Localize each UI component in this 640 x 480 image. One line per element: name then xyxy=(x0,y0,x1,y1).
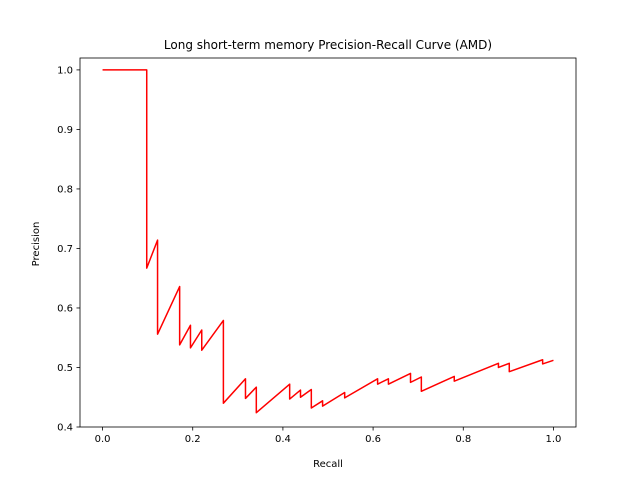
x-tick-label: 1.0 xyxy=(546,434,562,445)
x-tick-label: 0.4 xyxy=(275,434,291,445)
y-axis-label: Precision xyxy=(31,222,42,267)
x-tick-label: 0.2 xyxy=(185,434,201,445)
series-line-0 xyxy=(102,69,554,414)
y-tick-label: 0.4 xyxy=(57,423,73,434)
y-tick-label: 1.0 xyxy=(57,65,73,76)
x-axis-label: Recall xyxy=(313,459,343,470)
x-tick-label: 0.6 xyxy=(365,434,381,445)
x-tick-label: 0.0 xyxy=(95,434,111,445)
y-tick-label: 0.5 xyxy=(57,363,73,374)
y-tick-label: 0.9 xyxy=(57,125,73,136)
y-tick-label: 0.7 xyxy=(57,244,73,255)
x-tick-label: 0.8 xyxy=(455,434,471,445)
y-tick-label: 0.6 xyxy=(57,303,73,314)
y-tick-label: 0.8 xyxy=(57,184,73,195)
plot-area: 0.0 0.2 0.4 0.6 0.8 1.0 0.4 0.5 0.6 0.7 0.8 0.9 1.0 xyxy=(57,57,577,445)
axes-frame xyxy=(79,57,577,428)
chart-title: Long short-term memory Precision-Recall … xyxy=(164,38,492,52)
